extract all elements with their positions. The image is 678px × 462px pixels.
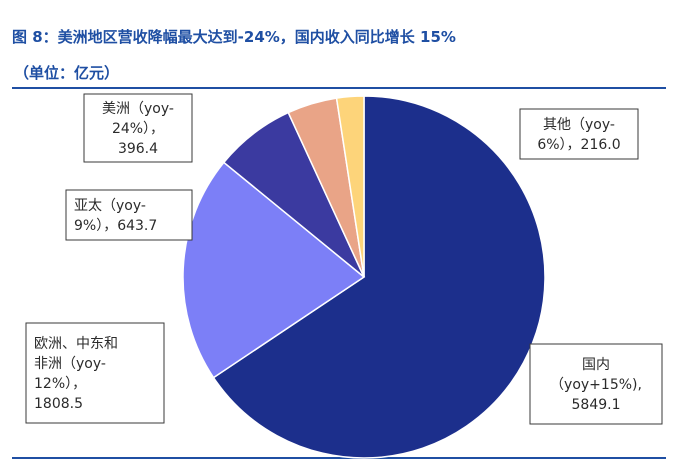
data-label-line: 5849.1 bbox=[572, 397, 621, 413]
data-label-box bbox=[83, 93, 193, 163]
data-label-line: 24%）， bbox=[112, 121, 164, 137]
data-label-line: 12%）， bbox=[34, 376, 86, 392]
data-label-line: 国内 bbox=[582, 357, 610, 373]
chart-title: 图 8：美洲地区营收降幅最大达到-24%，国内收入同比增长 15% bbox=[12, 28, 456, 46]
pie-slice-2 bbox=[182, 161, 366, 379]
data-label-box bbox=[65, 189, 193, 241]
data-label-line: 非洲（yoy- bbox=[34, 356, 106, 372]
chart-subtitle: （单位：亿元） bbox=[14, 64, 119, 82]
data-label-box bbox=[529, 343, 663, 425]
pie-slice-1 bbox=[212, 95, 546, 459]
data-label-box bbox=[519, 108, 639, 160]
data-label-line: 6%），216.0 bbox=[537, 137, 620, 153]
pie-slice-5 bbox=[335, 95, 365, 278]
data-label-line: 1808.5 bbox=[34, 396, 83, 412]
data-label-4: 美洲（yoy- 24%）， 396.4 bbox=[83, 93, 193, 163]
data-label-5: 其他（yoy- 6%），216.0 bbox=[519, 108, 639, 160]
data-label-3: 亚太（yoy- 9%），643.7 bbox=[65, 189, 193, 241]
data-label-line: 美洲（yoy- bbox=[102, 101, 174, 117]
data-label-line: 396.4 bbox=[118, 141, 158, 157]
data-label-line: 其他（yoy- bbox=[543, 117, 615, 133]
data-label-line: 欧洲、中东和 bbox=[34, 336, 118, 352]
data-label-box bbox=[25, 322, 165, 424]
data-label-line: 亚太（yoy- bbox=[74, 198, 146, 214]
data-label-1: 国内 （yoy+15%), 5849.1 bbox=[529, 343, 663, 425]
data-label-line: 9%），643.7 bbox=[74, 218, 157, 234]
pie-slices bbox=[182, 95, 546, 459]
data-label-line: （yoy+15%), bbox=[550, 377, 642, 393]
